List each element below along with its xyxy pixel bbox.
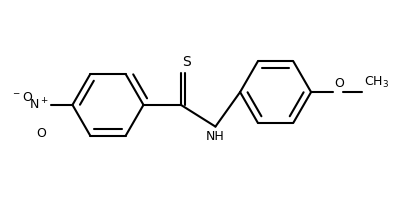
Text: CH$_3$: CH$_3$ [364, 75, 389, 90]
Text: NH: NH [206, 130, 225, 143]
Text: O: O [335, 77, 345, 90]
Text: O: O [36, 127, 46, 140]
Text: $^-$O: $^-$O [11, 90, 33, 103]
Text: N$^+$: N$^+$ [29, 97, 49, 112]
Text: S: S [183, 55, 191, 69]
